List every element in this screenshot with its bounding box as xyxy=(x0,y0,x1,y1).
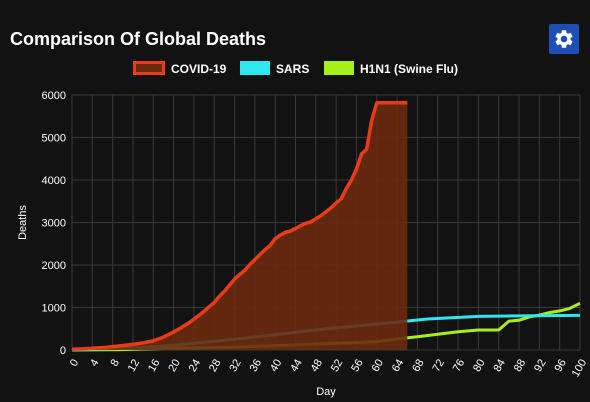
x-tick-label: 32 xyxy=(227,357,244,374)
x-tick-label: 8 xyxy=(108,357,121,368)
x-tick-label: 40 xyxy=(268,357,285,374)
x-tick-label: 64 xyxy=(390,357,407,374)
x-tick-label: 92 xyxy=(532,357,549,374)
x-tick-label: 72 xyxy=(431,357,448,374)
y-tick-label: 4000 xyxy=(42,175,66,187)
x-tick-label: 88 xyxy=(512,357,529,374)
legend-label[interactable]: COVID-19 xyxy=(171,62,227,76)
x-tick-label: 24 xyxy=(187,357,204,374)
x-axis-label: Day xyxy=(316,386,336,398)
y-tick-label: 3000 xyxy=(42,218,66,230)
y-tick-label: 1000 xyxy=(42,303,66,315)
x-tick-label: 44 xyxy=(288,357,305,374)
series-line-0 xyxy=(71,100,408,352)
x-tick-label: 76 xyxy=(451,357,468,374)
x-tick-label: 16 xyxy=(146,357,163,374)
y-tick-label: 5000 xyxy=(42,133,66,145)
x-tick-label: 80 xyxy=(471,357,488,374)
settings-button[interactable] xyxy=(549,24,579,54)
x-tick-label: 100 xyxy=(570,357,590,379)
y-axis-label: Deaths xyxy=(17,205,29,240)
x-tick-label: 20 xyxy=(166,357,183,374)
x-tick-label: 4 xyxy=(88,357,101,368)
legend-label[interactable]: SARS xyxy=(276,62,309,76)
x-tick-label: 68 xyxy=(410,357,427,374)
legend-swatch-1[interactable] xyxy=(240,61,270,75)
y-tick-label: 2000 xyxy=(42,260,66,272)
x-tick-label: 96 xyxy=(552,357,569,374)
x-tick-label: 56 xyxy=(349,357,366,374)
y-tick-label: 6000 xyxy=(42,90,66,102)
chart-title: Comparison Of Global Deaths xyxy=(10,29,267,49)
x-tick-label: 48 xyxy=(309,357,326,374)
series-area-covid xyxy=(72,102,408,350)
legend: COVID-19 SARS H1N1 (Swine Flu) xyxy=(133,61,458,76)
legend-swatch-covid[interactable] xyxy=(133,61,165,75)
series-layer xyxy=(71,100,581,352)
gear-icon xyxy=(555,30,573,48)
x-tick-label: 28 xyxy=(207,357,224,374)
y-tick-label: 0 xyxy=(60,345,66,357)
legend-label[interactable]: H1N1 (Swine Flu) xyxy=(360,62,458,76)
legend-swatch-2[interactable] xyxy=(324,61,354,75)
x-tick-label: 84 xyxy=(491,357,508,374)
x-tick-label: 12 xyxy=(126,357,143,374)
x-tick-label: 60 xyxy=(370,357,387,374)
x-tick-label: 0 xyxy=(68,357,81,368)
x-tick-label: 52 xyxy=(329,357,346,374)
x-tick-label: 36 xyxy=(248,357,265,374)
